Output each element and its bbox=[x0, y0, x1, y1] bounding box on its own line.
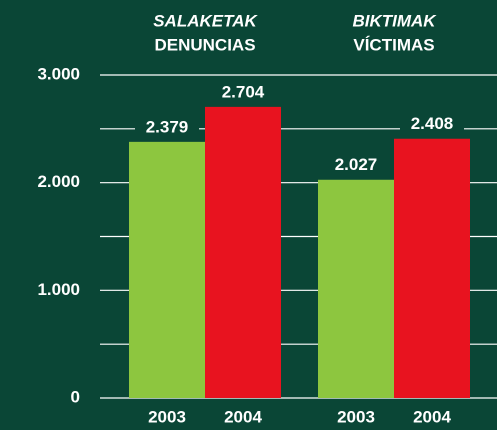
x-tick-label: 2003 bbox=[148, 407, 186, 426]
x-tick-label: 2003 bbox=[337, 407, 375, 426]
bar bbox=[318, 179, 394, 398]
value-label: 2.027 bbox=[335, 155, 378, 174]
y-tick-label: 0 bbox=[71, 387, 80, 406]
category-label-top: BIKTIMAK bbox=[352, 11, 437, 30]
y-tick-label: 3.000 bbox=[37, 64, 80, 83]
bar bbox=[205, 106, 281, 399]
value-label-bg bbox=[324, 155, 388, 176]
value-label: 2.379 bbox=[146, 117, 189, 136]
category-label-bottom: VÍCTIMAS bbox=[353, 35, 434, 54]
value-label-bg bbox=[211, 82, 275, 103]
value-label: 2.704 bbox=[222, 82, 265, 101]
category-label-top: SALAKETAK bbox=[153, 11, 258, 30]
value-label-bg bbox=[400, 114, 464, 135]
y-tick-label: 1.000 bbox=[37, 280, 80, 299]
x-tick-label: 2004 bbox=[224, 407, 262, 426]
x-tick-label: 2004 bbox=[413, 407, 451, 426]
bar bbox=[394, 138, 470, 399]
value-label: 2.408 bbox=[411, 114, 454, 133]
value-label-bg bbox=[135, 117, 199, 138]
bar bbox=[129, 141, 205, 398]
category-label-bottom: DENUNCIAS bbox=[154, 35, 255, 54]
y-tick-label: 2.000 bbox=[37, 172, 80, 191]
